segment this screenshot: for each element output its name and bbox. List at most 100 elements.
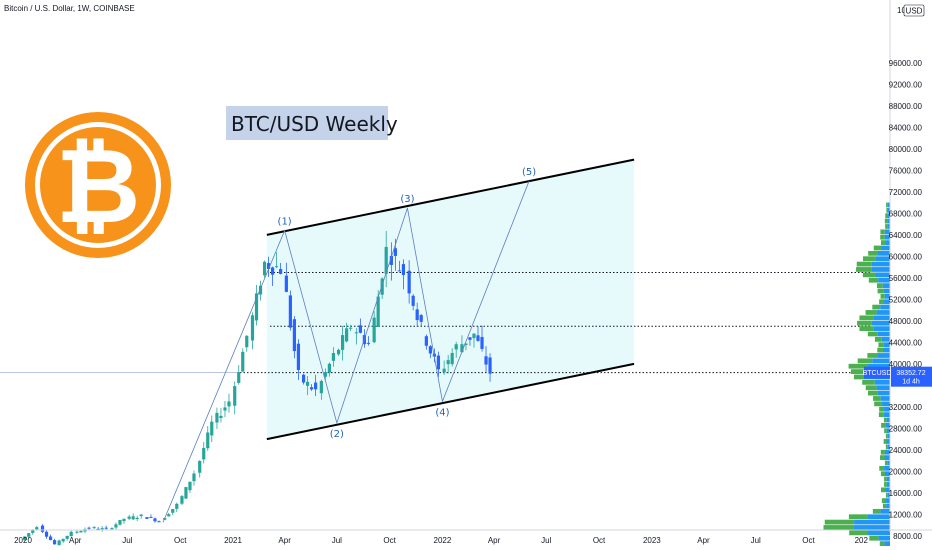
candle-body — [215, 412, 219, 423]
volume-profile-bar-down — [884, 455, 890, 460]
candle-body — [468, 337, 472, 340]
volume-profile-bar-down — [884, 229, 890, 235]
volume-profile-bar-down — [884, 234, 890, 240]
volume-profile-bar-down — [884, 293, 890, 299]
candle-body — [472, 333, 476, 339]
time-tick-label: Oct — [174, 536, 187, 545]
candle-body — [345, 328, 349, 342]
volume-profile-bar-up — [885, 492, 888, 498]
candle-body — [184, 487, 188, 499]
volume-profile-bar-down — [873, 326, 890, 331]
volume-profile-bar-up — [874, 336, 882, 342]
volume-profile-bar-down — [854, 519, 890, 525]
elliott-wave-path[interactable] — [162, 180, 530, 523]
volume-profile-bar-down — [874, 379, 890, 385]
volume-profile-bar-down — [884, 406, 890, 412]
candle-body — [48, 536, 53, 541]
volume-profile-bar-down — [871, 320, 890, 326]
candle-body — [227, 401, 231, 407]
volume-profile-bar-up — [884, 460, 888, 466]
volume-profile-bar-down — [884, 449, 890, 455]
currency-badge-label: USD — [906, 7, 923, 16]
volume-profile-bar-up — [879, 541, 885, 546]
volume-profile-bar-up — [881, 422, 886, 428]
channel-lower-line[interactable] — [266, 362, 635, 441]
volume-profile-bar-up — [884, 428, 887, 434]
candle-body — [245, 335, 249, 348]
currency-badge[interactable] — [903, 4, 925, 17]
volume-profile-bar-up — [823, 525, 854, 530]
price-axis-bg — [890, 0, 932, 550]
volume-profile-bar-down — [877, 353, 890, 358]
volume-profile-bar-up — [862, 379, 875, 385]
volume-profile-bar-up — [873, 245, 882, 251]
channel-upper-line[interactable] — [266, 158, 635, 236]
volume-profile-bar-down — [878, 535, 890, 541]
price-tick-label: 32000.00 — [889, 403, 923, 412]
candle-body — [275, 266, 279, 268]
title-box — [226, 106, 388, 140]
candle-body — [118, 519, 122, 525]
candle-body — [296, 343, 301, 371]
volume-profile-bar-down — [884, 465, 890, 471]
volume-profile-bar-down — [882, 283, 890, 288]
wave-label-3: (3) — [400, 194, 414, 205]
time-tick-label: 202 — [855, 536, 869, 545]
volume-profile-bar-up — [884, 218, 888, 224]
candle-body — [314, 382, 318, 390]
candle-body — [87, 527, 91, 529]
candle-body — [428, 346, 432, 354]
candle-body — [480, 336, 484, 349]
volume-profile-bar-up — [867, 331, 878, 337]
candle-body — [104, 527, 108, 529]
volume-profile-bar-down — [887, 492, 890, 498]
price-tick-label: 96000.00 — [889, 59, 923, 68]
candle-body — [323, 372, 327, 377]
volume-profile-bar-up — [848, 514, 868, 520]
candle-body — [241, 351, 245, 372]
price-tick-label: 72000.00 — [889, 188, 923, 197]
volume-profile-bar-down — [886, 417, 890, 423]
channel-fill — [266, 159, 635, 440]
candle-body — [180, 496, 184, 504]
price-tick-label: 88000.00 — [889, 102, 923, 111]
volume-profile-bar-down — [886, 476, 890, 482]
candle-body — [419, 315, 423, 322]
candle-body — [131, 516, 135, 520]
candle-body — [262, 261, 267, 276]
candle-body — [198, 460, 202, 473]
price-tick-label: 76000.00 — [889, 166, 923, 175]
volume-profile-bar-down — [886, 482, 890, 487]
time-tick-label: 2021 — [224, 536, 242, 545]
price-tick-label: 92000.00 — [889, 80, 923, 89]
volume-profile-bar-up — [881, 498, 886, 503]
price-tick-label: 24000.00 — [889, 446, 923, 455]
volume-profile-bar-up — [885, 444, 888, 450]
volume-profile-bar-up — [886, 202, 888, 208]
volume-profile-bar-up — [872, 304, 881, 310]
volume-profile-bar-up — [886, 207, 889, 213]
volume-profile-bar-up — [872, 508, 881, 514]
candle-body — [354, 332, 358, 334]
candle-body — [397, 270, 401, 272]
bitcoin-logo: ₿ — [25, 112, 171, 258]
candle-body — [254, 293, 259, 321]
volume-profile-bar-down — [881, 245, 890, 251]
volume-profile-bar-up — [877, 288, 884, 294]
candle-body — [153, 518, 157, 522]
candle-body — [327, 363, 331, 373]
price-tick-label: 8000.00 — [893, 532, 922, 541]
volume-profile-bar-up — [873, 396, 881, 401]
candle-body — [424, 336, 428, 346]
price-tick-label: 64000.00 — [889, 231, 923, 240]
candle-body — [202, 447, 206, 460]
volume-profile-bar-up — [880, 293, 885, 299]
candle-body — [61, 538, 65, 542]
candle-body — [279, 269, 283, 274]
volume-profile-bar-up — [868, 390, 878, 396]
price-tick-label: 52000.00 — [889, 295, 923, 304]
volume-profile-bar-up — [879, 299, 885, 305]
volume-profile-bar-up — [849, 530, 868, 536]
price-tick-label: 84000.00 — [889, 123, 923, 132]
